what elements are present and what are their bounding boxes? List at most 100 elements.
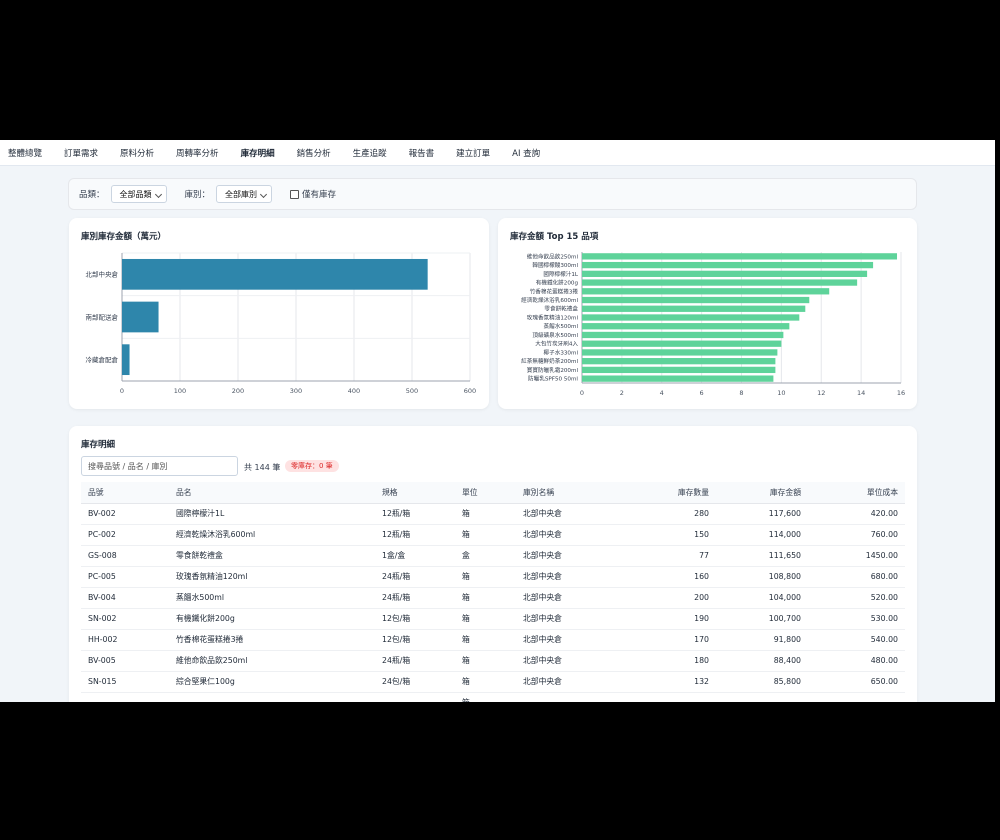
stock-only-label[interactable]: 僅有庫存 (302, 190, 337, 200)
table-cell: 北部中央倉 (516, 545, 621, 567)
chart-top15-bar (582, 253, 898, 260)
table-cell: 箱 (455, 650, 516, 672)
chart-top15-bar (582, 340, 782, 347)
filter-bar: 品類： 全部品類 庫別： 全部庫別 僅有庫存 (68, 178, 917, 210)
table-cell: 680.00 (808, 566, 905, 588)
table-cell: 1盒/盒 (375, 545, 455, 567)
chart-top15-category-label: 零食餅乾禮盒 (544, 305, 578, 313)
chart-top15-category-label: 有機鐵化餅200g (536, 279, 579, 287)
table-cell: 維他命飲品飲250ml (169, 650, 375, 672)
table-cell: BV-005 (81, 650, 169, 672)
col-item-no[interactable]: 品號 (81, 482, 169, 504)
table-row[interactable]: BV-005 維他命飲品飲250ml 24瓶/箱箱北部中央倉 180 88,400 480… (81, 650, 905, 672)
table-cell: 180 (621, 650, 716, 672)
table-cell: 箱 (455, 524, 516, 546)
chart-warehouse-x-tick-label: 300 (290, 387, 302, 395)
col-amount[interactable]: 庫存金額 (716, 482, 808, 504)
record-count: 共 144 筆 (244, 463, 281, 472)
table-cell: 北部中央倉 (516, 587, 621, 609)
tab-report[interactable]: 報告書 (408, 148, 435, 159)
table-cell: 85,800 (716, 671, 808, 693)
stock-only-checkbox[interactable] (290, 189, 300, 199)
tab-materials[interactable]: 原料分析 (120, 148, 155, 159)
chart-top15-bar (582, 296, 810, 304)
chart-top15-x-tick-label: 14 (857, 389, 865, 397)
table-cell: 114,000 (716, 524, 808, 546)
table-cell: 竹香棉花蛋糕捲3捲 (169, 629, 375, 651)
top-nav: 整體總覽 訂單需求 原料分析 周轉率分析 庫存明細 銷售分析 生產追蹤 報告書 … (0, 140, 995, 166)
inventory-table: 品號 品名 規格 單位 庫別名稱 庫存數量 庫存金額 單位成本 BV-002 國際… (81, 482, 905, 702)
table-row[interactable]: GS-008 零食餅乾禮盒 1盒/盒盒北部中央倉 77 111,650 1450.00 (81, 545, 905, 567)
top15-card: 庫存金額 Top 15 品項 0 2 4 6 8 10 12 14 16 維他命飲品飲250ml 韓… (498, 218, 917, 409)
table-cell: 箱 (455, 629, 516, 651)
table-cell: 24瓶/箱 (375, 650, 455, 672)
col-item-name[interactable]: 品名 (169, 482, 375, 504)
table-cell: 420.00 (808, 503, 905, 525)
table-cell: 箱 (455, 566, 516, 588)
table-row[interactable]: PC-002 經濟乾燥沐浴乳600ml 12瓶/箱箱北部中央倉 150 114,000 7… (81, 524, 905, 546)
table-cell: 有機鐵化餅200g (169, 608, 375, 630)
col-spec[interactable]: 規格 (375, 482, 455, 504)
tab-orders[interactable]: 訂單需求 (64, 148, 99, 159)
tab-overview[interactable]: 整體總覽 (8, 148, 43, 159)
tab-inventory-detail[interactable]: 庫存明細 (240, 148, 275, 159)
chart-top15-x-tick-label: 6 (700, 389, 704, 397)
col-unit-cost[interactable]: 單位成本 (808, 482, 905, 504)
chart-top15-category-label: 玫瑰香氛精油120ml (527, 313, 579, 321)
chart-top15-x-tick-label: 4 (660, 389, 664, 397)
tab-ai-query[interactable]: AI 查詢 (512, 148, 541, 159)
chart-top15-category-label: 寶寶防曬乳霜200ml (527, 366, 579, 374)
col-qty[interactable]: 庫存數量 (621, 482, 716, 504)
search-input[interactable]: 搜尋品號 / 品名 / 庫別 (81, 456, 238, 476)
table-cell: 24瓶/箱 (375, 566, 455, 588)
table-cell: 1450.00 (808, 545, 905, 567)
tab-production[interactable]: 生產追蹤 (352, 148, 387, 159)
chart-top15-bar (582, 331, 784, 339)
col-warehouse[interactable]: 庫別名稱 (516, 482, 621, 504)
chart-top15-x-tick-label: 2 (620, 389, 624, 397)
table-row[interactable]: BV-002 國際檸檬汁1L 12瓶/箱箱北部中央倉 280 117,600 420.00 (81, 503, 905, 525)
chart-top15-category-label: 蒸餾水500ml (544, 322, 579, 330)
tab-turnover[interactable]: 周轉率分析 (176, 148, 219, 159)
table-row[interactable]: BV-004 蒸餾水500ml 24瓶/箱箱北部中央倉 200 104,000 520.0… (81, 587, 905, 609)
table-cell: 150 (621, 524, 716, 546)
table-cell: BV-002 (81, 503, 169, 525)
col-unit[interactable]: 單位 (455, 482, 516, 504)
table-row[interactable]: SN-002 有機鐵化餅200g 12包/箱箱北部中央倉 190 100,700 530.… (81, 608, 905, 630)
table-cell: SN-002 (81, 608, 169, 630)
table-row[interactable]: PC-005 玫瑰香氛精油120ml 24瓶/箱箱北部中央倉 160 108,800 68… (81, 566, 905, 588)
chart-top15-bar (582, 358, 776, 365)
chart-top15-bar (582, 314, 800, 321)
table-cell: 12瓶/箱 (375, 503, 455, 525)
warehouse-chart-title: 庫別庫存金額（萬元） (81, 232, 167, 242)
table-cell (716, 692, 808, 702)
tab-create-order[interactable]: 建立訂單 (456, 148, 491, 159)
chart-top15-x-tick-label: 0 (580, 389, 584, 397)
chart-warehouse-category-label: 北部中央倉 (86, 270, 119, 279)
chart-warehouse-bar (122, 344, 130, 376)
table-row[interactable]: SN-015 綜合堅果仁100g 24包/箱箱北部中央倉 132 85,800 650.0… (81, 671, 905, 693)
warehouse-select[interactable]: 全部庫別 (216, 185, 273, 203)
table-cell: 111,650 (716, 545, 808, 567)
chart-top15-bar (582, 375, 774, 382)
table-cell: 200 (621, 587, 716, 609)
table-row[interactable]: HH-002 竹香棉花蛋糕捲3捲 12包/箱箱北部中央倉 170 91,800 540.0… (81, 629, 905, 651)
chart-top15-category-label: 椰子水330ml (544, 348, 579, 356)
chart-top15-bar (582, 279, 858, 286)
chart-top15-category-label: 國際檸檬汁1L (543, 270, 579, 278)
table-cell (808, 692, 905, 702)
tab-sales[interactable]: 銷售分析 (296, 148, 331, 159)
chart-warehouse-x-tick-label: 0 (120, 387, 124, 395)
table-cell: 170 (621, 629, 716, 651)
table-cell: 蒸餾水500ml (169, 587, 375, 609)
table-cell: 91,800 (716, 629, 808, 651)
table-cell: 北部中央倉 (516, 503, 621, 525)
table-row[interactable]: 箱 (81, 692, 905, 702)
table-cell: 盒 (455, 545, 516, 567)
chart-top15-bar (582, 323, 790, 330)
chart-top15-bar (582, 261, 874, 269)
category-select[interactable]: 全部品類 (110, 185, 167, 203)
table-cell: 12包/箱 (375, 629, 455, 651)
table-cell (81, 692, 169, 702)
chart-top15-bar (582, 288, 830, 295)
